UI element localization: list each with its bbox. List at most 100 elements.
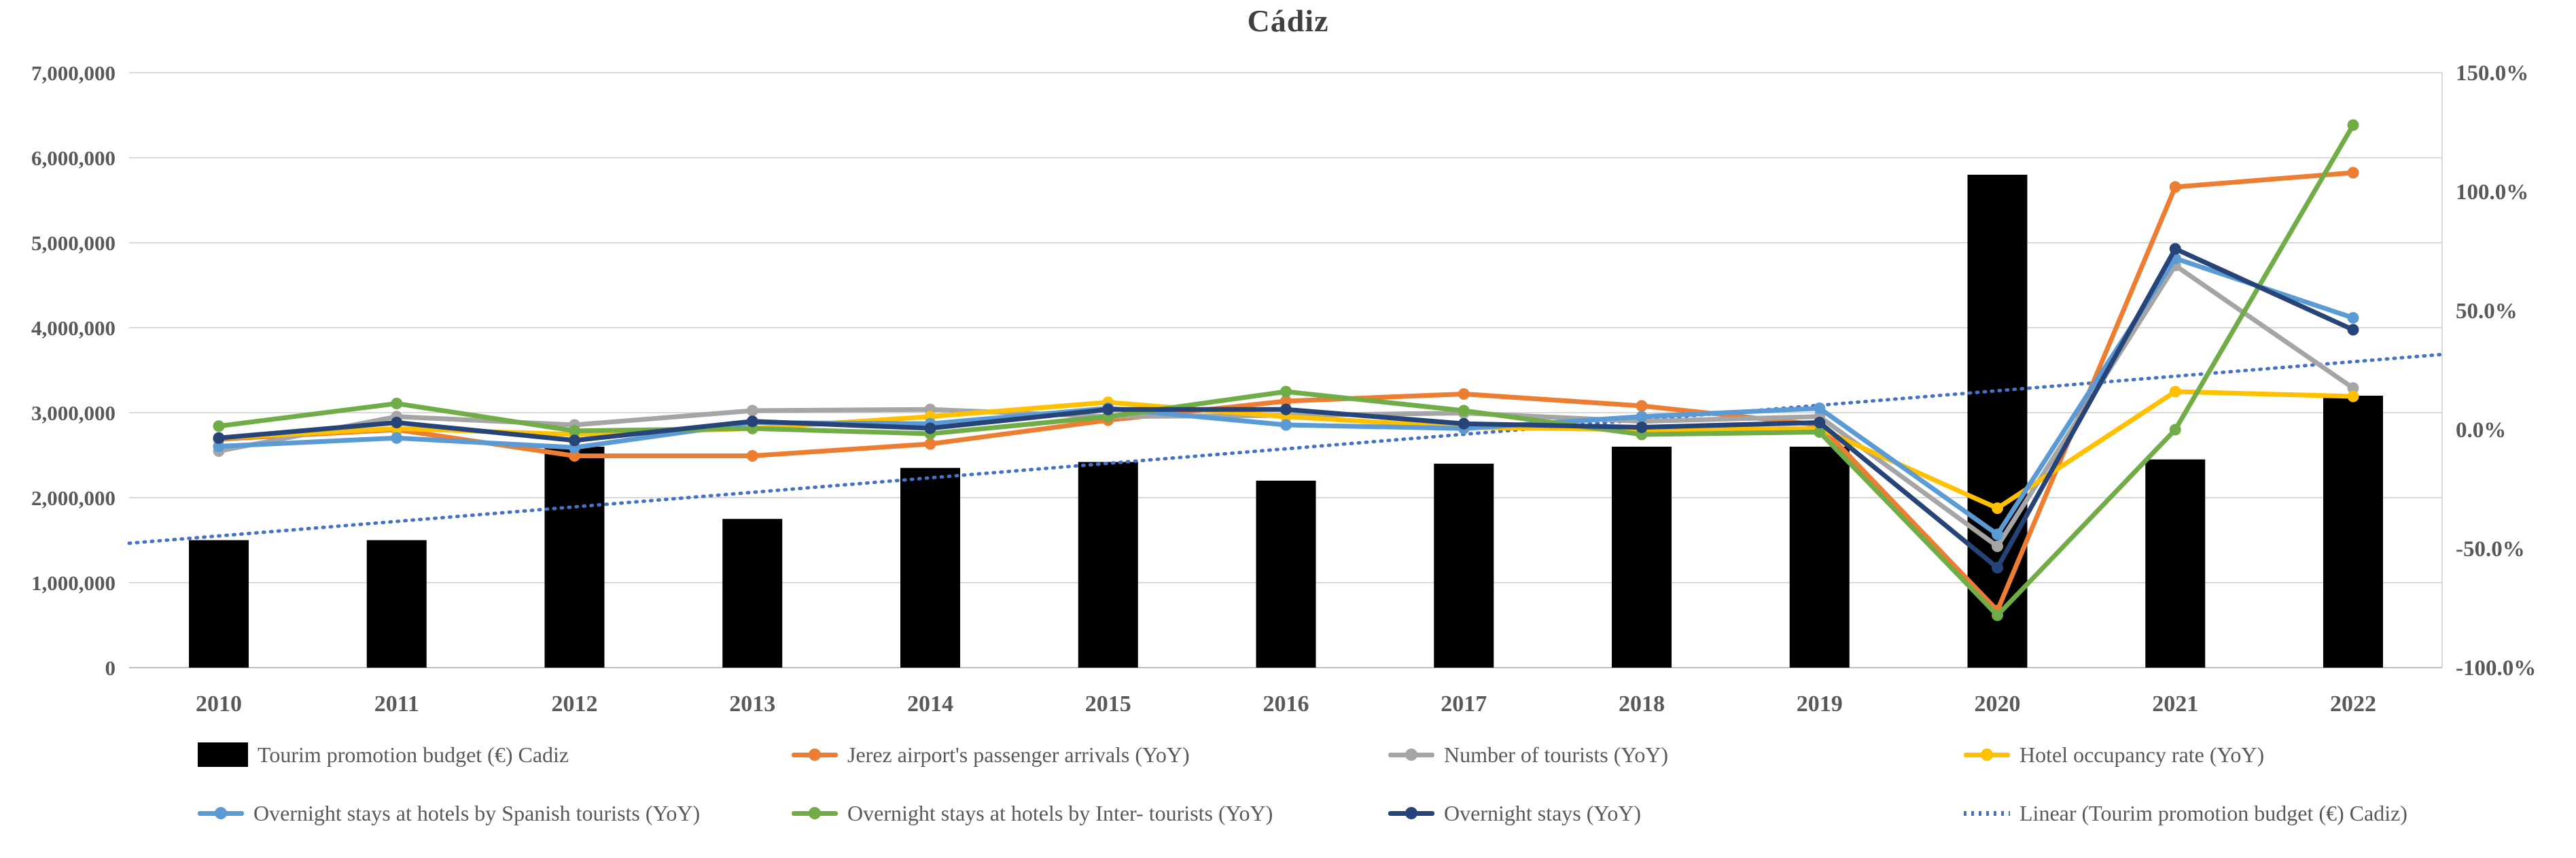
- series-point-overnight-stays-yoy-2012: [569, 434, 580, 447]
- x-axis-label: 2015: [1085, 691, 1131, 717]
- bar-2019: [1789, 447, 1850, 668]
- bar-2014: [900, 468, 960, 668]
- legend-marker-dot: [809, 807, 821, 819]
- series-point-overnight-stays-at-hotels-by-spanish-tourists-yoy-2018: [1636, 411, 1648, 423]
- series-point-overnight-stays-at-hotels-by-spanish-tourists-yoy-2022: [2347, 312, 2359, 324]
- series-point-overnight-stays-at-hotels-by-inter-tourists-yoy-2020: [1992, 609, 2003, 621]
- x-axis-label: 2021: [2152, 691, 2198, 717]
- legend-label: Tourim promotion budget (€) Cadiz: [258, 742, 569, 767]
- series-point-overnight-stays-at-hotels-by-inter-tourists-yoy-2017: [1458, 405, 1470, 417]
- x-axis-label: 2014: [907, 691, 953, 717]
- series-point-overnight-stays-at-hotels-by-spanish-tourists-yoy-2019: [1814, 402, 1826, 414]
- legend-item-overnight-stays-at-hotels-by-inter-tourists-yoy: Overnight stays at hotels by Inter- tour…: [792, 798, 1273, 828]
- left-axis-tick-label: 7,000,000: [31, 61, 116, 85]
- legend-item-tourim-promotion-budget-cadiz: Tourim promotion budget (€) Cadiz: [198, 740, 569, 770]
- series-point-jerez-airport-s-passenger-arrivals-yoy-2016: [1280, 395, 1292, 407]
- series-point-overnight-stays-at-hotels-by-inter-tourists-yoy-2011: [391, 398, 403, 409]
- series-point-overnight-stays-yoy-2014: [924, 422, 936, 434]
- series-point-overnight-stays-at-hotels-by-spanish-tourists-yoy-2020: [1992, 528, 2003, 540]
- legend-line-marker: [792, 746, 838, 763]
- bar-2022: [2323, 396, 2383, 668]
- series-point-overnight-stays-yoy-2021: [2169, 243, 2181, 255]
- legend-label: Linear (Tourim promotion budget (€) Cadi…: [2019, 800, 2407, 825]
- series-point-overnight-stays-at-hotels-by-spanish-tourists-yoy-2011: [391, 432, 403, 444]
- legend-label: Overnight stays at hotels by Spanish tou…: [253, 800, 701, 825]
- right-axis-tick-label: 100.0%: [2456, 180, 2528, 205]
- series-point-jerez-airport-s-passenger-arrivals-yoy-2022: [2347, 167, 2359, 179]
- series-point-overnight-stays-yoy-2011: [391, 417, 403, 428]
- left-axis-tick-label: 4,000,000: [31, 316, 116, 340]
- chart-title: Cádiz: [1247, 3, 1329, 38]
- x-axis-label: 2022: [2330, 691, 2376, 717]
- series-point-overnight-stays-yoy-2017: [1458, 417, 1470, 430]
- legend-label: Jerez airport's passenger arrivals (YoY): [847, 742, 1190, 767]
- series-point-hotel-occupancy-rate-yoy-2021: [2169, 385, 2181, 398]
- legend-label: Number of tourists (YoY): [1444, 742, 1669, 767]
- legend-bar-swatch: [198, 742, 248, 767]
- x-axis-label: 2019: [1797, 691, 1843, 717]
- trendline: [127, 352, 2444, 545]
- series-point-jerez-airport-s-passenger-arrivals-yoy-2017: [1458, 388, 1470, 400]
- x-axis-label: 2011: [374, 691, 419, 717]
- series-point-hotel-occupancy-rate-yoy-2022: [2347, 390, 2359, 402]
- series-point-hotel-occupancy-rate-yoy-2020: [1992, 502, 2003, 514]
- bar-2016: [1256, 481, 1316, 668]
- legend-item-overnight-stays-at-hotels-by-spanish-tourists-yoy: Overnight stays at hotels by Spanish tou…: [198, 798, 700, 828]
- series-point-overnight-stays-yoy-2019: [1814, 417, 1826, 428]
- x-axis-label: 2017: [1441, 691, 1487, 717]
- x-axis-label: 2016: [1263, 691, 1309, 717]
- legend-line-marker: [792, 804, 838, 822]
- right-axis-tick-label: -100.0%: [2456, 656, 2536, 681]
- legend-label: Overnight stays at hotels by Inter- tour…: [847, 800, 1273, 825]
- legend-marker-dot: [1405, 807, 1417, 819]
- legend-item-overnight-stays-yoy: Overnight stays (YoY): [1388, 798, 1641, 828]
- bar-2010: [189, 540, 249, 668]
- x-axis-label: 2010: [196, 691, 242, 717]
- series-point-jerez-airport-s-passenger-arrivals-yoy-2018: [1636, 400, 1648, 412]
- bar-2021: [2145, 459, 2206, 668]
- series-point-jerez-airport-s-passenger-arrivals-yoy-2014: [924, 438, 936, 450]
- legend-item-jerez-airport-s-passenger-arrivals-yoy: Jerez airport's passenger arrivals (YoY): [792, 740, 1190, 770]
- series-point-overnight-stays-yoy-2022: [2347, 324, 2359, 336]
- series-point-jerez-airport-s-passenger-arrivals-yoy-2021: [2169, 181, 2181, 193]
- series-point-overnight-stays-yoy-2020: [1992, 562, 2003, 574]
- x-axis-label: 2013: [729, 691, 775, 717]
- x-axis-label: 2020: [1975, 691, 2021, 717]
- bar-2020: [1967, 175, 2028, 668]
- series-point-overnight-stays-at-hotels-by-inter-tourists-yoy-2010: [213, 420, 225, 432]
- series-point-jerez-airport-s-passenger-arrivals-yoy-2012: [569, 450, 580, 462]
- bar-2011: [366, 540, 427, 668]
- left-axis-tick-label: 0: [105, 656, 116, 680]
- series-point-overnight-stays-yoy-2016: [1280, 403, 1292, 415]
- right-axis-tick-label: -50.0%: [2456, 537, 2525, 562]
- x-axis-label: 2018: [1619, 691, 1665, 717]
- legend-item-number-of-tourists-yoy: Number of tourists (YoY): [1388, 740, 1668, 770]
- legend-marker-dot: [1405, 749, 1417, 761]
- series-point-overnight-stays-at-hotels-by-inter-tourists-yoy-2016: [1280, 385, 1292, 398]
- series-point-overnight-stays-at-hotels-by-inter-tourists-yoy-2021: [2169, 424, 2181, 436]
- left-axis-tick-label: 1,000,000: [31, 571, 116, 595]
- bar-2018: [1612, 447, 1672, 668]
- legend-item-hotel-occupancy-rate-yoy: Hotel occupancy rate (YoY): [1964, 740, 2264, 770]
- legend-line-marker: [1964, 746, 2010, 763]
- left-axis-tick-label: 2,000,000: [31, 486, 116, 510]
- series-point-overnight-stays-at-hotels-by-spanish-tourists-yoy-2010: [213, 441, 225, 452]
- series-point-number-of-tourists-yoy-2022: [2347, 382, 2359, 394]
- right-axis-tick-label: 0.0%: [2456, 418, 2506, 443]
- series-point-jerez-airport-s-passenger-arrivals-yoy-2013: [746, 450, 758, 462]
- legend-label: Hotel occupancy rate (YoY): [2019, 742, 2265, 767]
- x-axis-label: 2012: [552, 691, 598, 717]
- series-point-overnight-stays-yoy-2013: [746, 415, 758, 428]
- legend-line-marker: [1388, 804, 1434, 822]
- series-point-overnight-stays-at-hotels-by-inter-tourists-yoy-2019: [1814, 426, 1826, 438]
- legend-marker-dot: [809, 749, 821, 761]
- series-point-number-of-tourists-yoy-2013: [746, 405, 758, 417]
- series-point-overnight-stays-yoy-2015: [1102, 403, 1114, 415]
- left-axis-tick-label: 6,000,000: [31, 146, 116, 170]
- legend-line-marker: [1388, 746, 1434, 763]
- bar-2015: [1078, 462, 1138, 668]
- legend-line-marker: [198, 804, 244, 822]
- series-point-number-of-tourists-yoy-2020: [1992, 540, 2003, 552]
